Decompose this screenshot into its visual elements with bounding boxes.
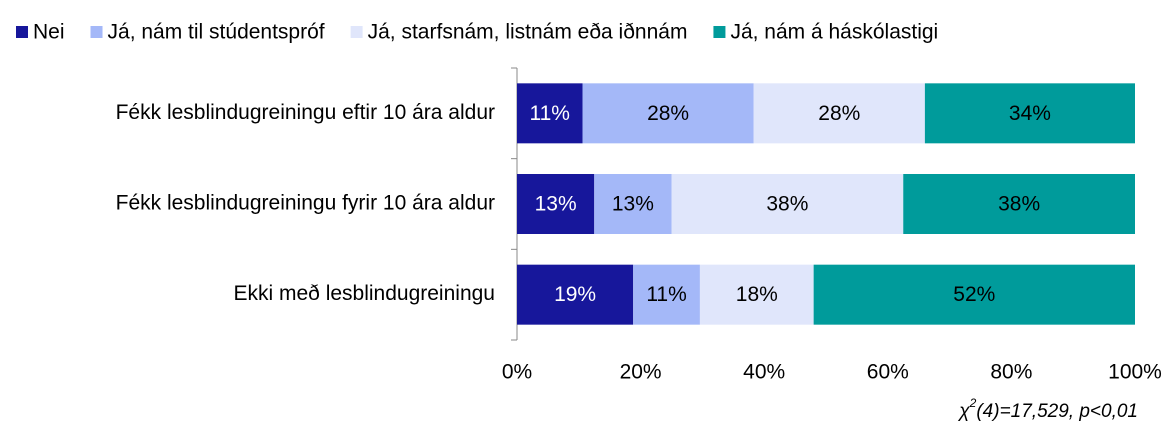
annotation: χ2(4)=17,529, p<0,01 [957, 396, 1138, 422]
data-label: 34% [1009, 102, 1051, 125]
data-label: 13% [612, 193, 654, 216]
bar-segment [699, 264, 814, 325]
annotation-part: χ [957, 401, 970, 422]
x-tick-label: 40% [743, 361, 785, 384]
bar-segment [903, 174, 1135, 234]
legend-label: Já, starfsnám, listnám eða iðnnám [368, 21, 688, 44]
bar-segment [924, 83, 1135, 144]
bar-segment [517, 264, 634, 325]
legend-label: Já, nám á háskólastigi [730, 21, 938, 44]
bar-segment [517, 83, 583, 144]
bar-segment [753, 83, 925, 144]
y-tick-label: Fékk lesblindugreiningu eftir 10 ára ald… [116, 101, 495, 124]
x-tick-label: 80% [990, 361, 1032, 384]
data-label: 52% [953, 283, 995, 306]
data-label: 13% [535, 193, 577, 216]
data-label: 28% [647, 102, 689, 125]
bar-segment [633, 264, 700, 325]
data-label: 38% [766, 193, 808, 216]
annotation-sup: 2 [969, 396, 977, 410]
x-tick-label: 60% [867, 361, 909, 384]
legend-swatch [90, 26, 103, 38]
legend-label: Já, nám til stúdentspróf [108, 21, 325, 44]
x-tick-label: 0% [502, 361, 532, 384]
bar-segment [582, 83, 754, 144]
legend-swatch [16, 26, 28, 38]
legend-swatch [350, 26, 363, 38]
y-tick-label: Fékk lesblindugreiningu fyrir 10 ára ald… [116, 192, 495, 215]
data-label: 18% [736, 283, 778, 306]
annotation-part: (4)=17,529, p<0,01 [976, 401, 1138, 422]
data-label: 11% [530, 102, 570, 125]
data-label: 19% [554, 283, 596, 306]
data-label: 28% [818, 102, 860, 125]
bar-segment [594, 174, 672, 234]
legend-swatch [713, 26, 726, 38]
x-tick-label: 100% [1108, 361, 1162, 384]
legend-label: Nei [33, 21, 65, 44]
bar-segment [813, 264, 1135, 325]
x-tick-label: 20% [620, 361, 662, 384]
bar-segment [671, 174, 904, 234]
y-tick-label: Ekki með lesblindugreiningu [234, 282, 496, 305]
bar-segment [517, 174, 595, 234]
data-label: 38% [998, 193, 1040, 216]
data-label: 11% [646, 283, 686, 306]
